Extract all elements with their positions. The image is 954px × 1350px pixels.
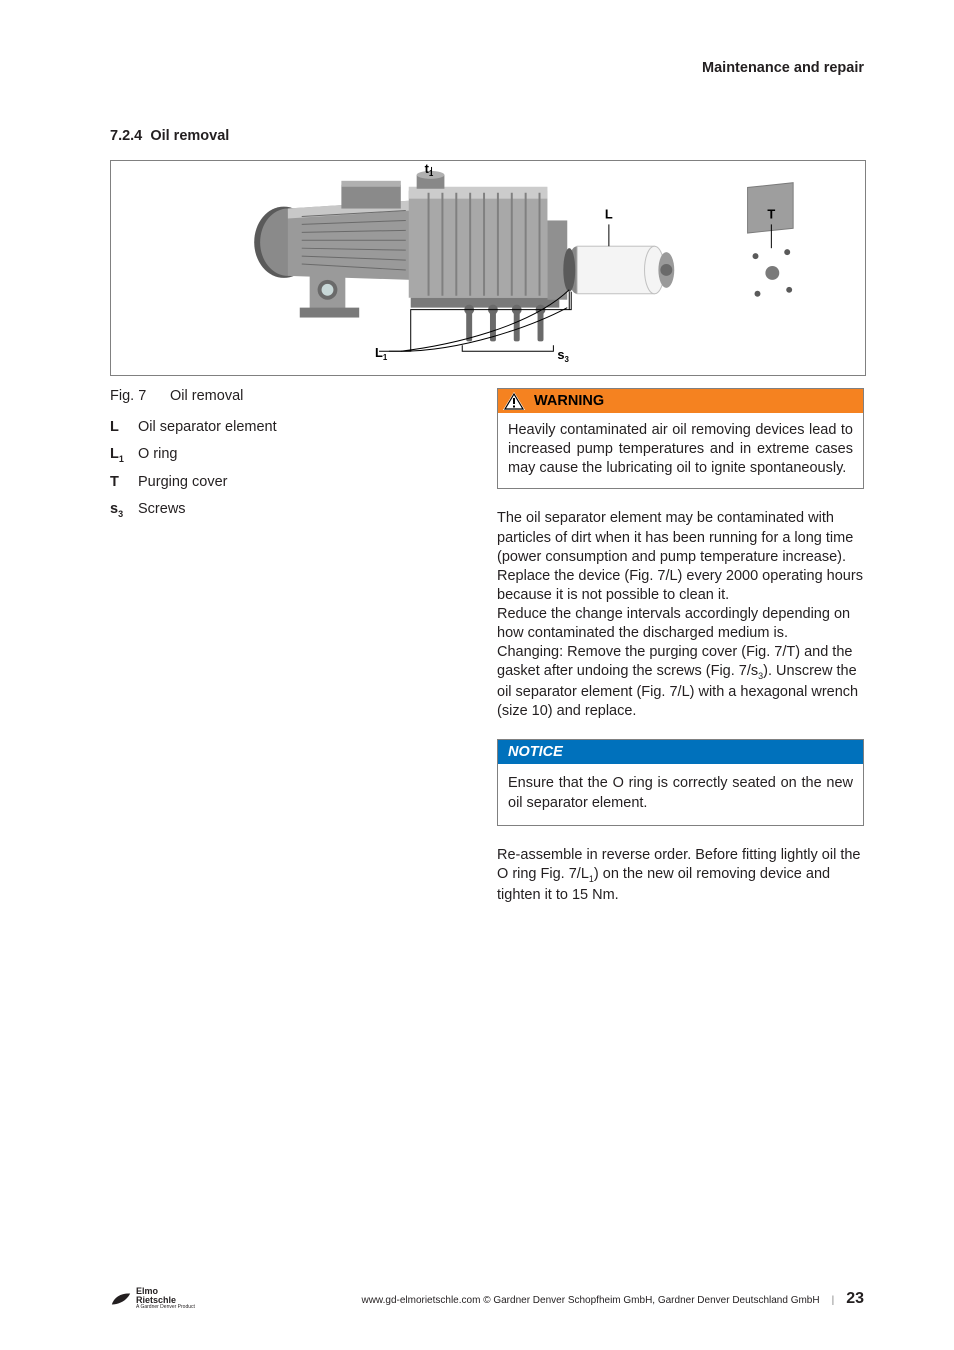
notice-title: NOTICE xyxy=(498,740,863,764)
brand-logo: Elmo Rietschle A Gardner Denver Product xyxy=(110,1287,195,1310)
warning-icon xyxy=(502,391,526,411)
page-header: Maintenance and repair xyxy=(110,60,864,76)
paragraph-1: The oil separator element may be contami… xyxy=(497,509,864,605)
warning-title: WARNING xyxy=(534,393,604,409)
fig-label-L: L xyxy=(605,206,613,221)
notice-box: NOTICE Ensure that the O ring is correct… xyxy=(497,739,864,825)
legend-row: L1 O ring xyxy=(110,445,469,466)
section-number: 7.2.4 xyxy=(110,128,142,144)
paragraph-3: Changing: Remove the purging cover (Fig.… xyxy=(497,643,864,721)
legend-val-L: Oil separator element xyxy=(138,418,469,437)
fig-label-t1: t1 xyxy=(425,161,434,178)
legend-row: T Purging cover xyxy=(110,473,469,492)
footer-copyright: www.gd-elmorietschle.com © Gardner Denve… xyxy=(361,1295,819,1306)
paragraph-final: Re-assemble in reverse order. Before fit… xyxy=(497,846,864,905)
warning-body: Heavily contaminated air oil removing de… xyxy=(498,413,863,488)
section-title: Oil removal xyxy=(150,128,229,144)
figure-number: Fig. 7 xyxy=(110,388,166,404)
fig-label-T: T xyxy=(767,206,775,221)
legend-row: L Oil separator element xyxy=(110,418,469,437)
legend-key-L: L xyxy=(110,418,138,437)
legend-key-s3: s3 xyxy=(110,500,138,521)
legend-val-s3: Screws xyxy=(138,500,469,521)
page-number: 23 xyxy=(846,1290,864,1308)
fig-label-L1: L1 xyxy=(375,345,388,362)
figure-caption: Fig. 7 Oil removal xyxy=(110,388,469,404)
figure-title: Oil removal xyxy=(170,388,243,404)
legend-key-T: T xyxy=(110,473,138,492)
warning-header: WARNING xyxy=(498,389,863,413)
footer-right: www.gd-elmorietschle.com © Gardner Denve… xyxy=(361,1290,864,1308)
footer-divider: | xyxy=(832,1295,835,1306)
warning-box: WARNING Heavily contaminated air oil rem… xyxy=(497,388,864,489)
page-footer: Elmo Rietschle A Gardner Denver Product … xyxy=(110,1287,864,1310)
figure-7: t1 L T L1 s3 xyxy=(110,160,866,376)
paragraph-2: Reduce the change intervals accordingly … xyxy=(497,605,864,643)
section-heading: 7.2.4 Oil removal xyxy=(110,128,864,144)
notice-body: Ensure that the O ring is correctly seat… xyxy=(498,764,863,824)
pump-diagram: t1 L T L1 s3 xyxy=(111,161,865,375)
legend-val-T: Purging cover xyxy=(138,473,469,492)
leaf-icon xyxy=(110,1291,132,1307)
legend-key-L1: L1 xyxy=(110,445,138,466)
legend-row: s3 Screws xyxy=(110,500,469,521)
fig-label-s3: s3 xyxy=(557,347,569,364)
brand-line3: A Gardner Denver Product xyxy=(136,1305,195,1310)
legend-val-L1: O ring xyxy=(138,445,469,466)
